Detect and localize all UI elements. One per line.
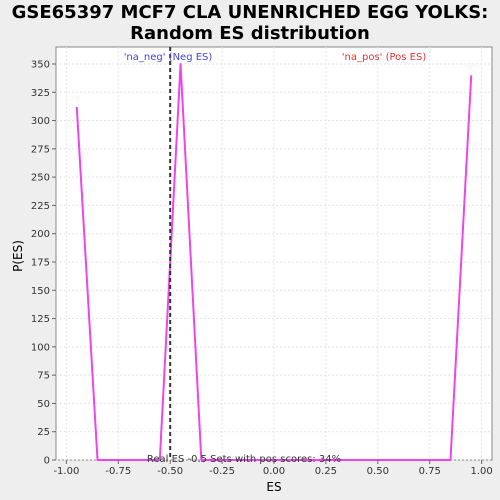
- x-tick-label: -1.00: [53, 466, 79, 477]
- x-tick-label: 0.00: [263, 466, 285, 477]
- y-tick-label: 25: [37, 427, 50, 438]
- series-line-0: [75, 62, 473, 461]
- y-tick-label: 200: [31, 229, 50, 240]
- x-tick-label: 0.75: [419, 466, 441, 477]
- y-tick-label: 150: [31, 286, 50, 297]
- x-tick-label: 0.25: [315, 466, 337, 477]
- real-es-footer: Real ES -0.5 Sets with pos scores: 34%: [147, 454, 341, 465]
- x-tick-label: -0.25: [209, 466, 235, 477]
- y-tick-label: 0: [44, 456, 50, 467]
- chart-title-line2: Random ES distribution: [130, 23, 370, 44]
- y-tick-label: 350: [31, 59, 50, 70]
- chart-title-line1: GSE65397 MCF7 CLA UNENRICHED EGG YOLKS:: [11, 2, 489, 23]
- y-tick-label: 250: [31, 173, 50, 184]
- x-axis-label: ES: [266, 480, 281, 494]
- x-axis: -1.00 -0.75 -0.50 -0.25 0.00 0.25 0.50 0.75 1.00: [53, 460, 493, 477]
- y-axis: 0 25 50 75 100 125 150 175 200 225 250 275 300 325 350: [31, 59, 56, 467]
- chart-title: GSE65397 MCF7 CLA UNENRICHED EGG YOLKS: …: [0, 2, 500, 44]
- x-tick-label: -0.50: [157, 466, 183, 477]
- y-axis-label: P(ES): [11, 240, 25, 272]
- x-tick-label: -0.75: [105, 466, 131, 477]
- y-tick-label: 75: [37, 371, 50, 382]
- y-tick-label: 125: [31, 314, 50, 325]
- series-group: [75, 62, 473, 461]
- y-tick-label: 225: [31, 201, 50, 212]
- y-tick-label: 100: [31, 342, 50, 353]
- y-tick-label: 50: [37, 399, 50, 410]
- y-tick-label: 325: [31, 88, 50, 99]
- neg-es-annotation: 'na_neg' (Neg ES): [124, 52, 213, 63]
- pos-es-annotation: 'na_pos' (Pos ES): [342, 52, 427, 63]
- x-tick-label: 0.50: [367, 466, 389, 477]
- y-tick-label: 275: [31, 144, 50, 155]
- y-tick-label: 175: [31, 257, 50, 268]
- x-tick-label: 1.00: [470, 466, 492, 477]
- y-tick-label: 300: [31, 116, 50, 127]
